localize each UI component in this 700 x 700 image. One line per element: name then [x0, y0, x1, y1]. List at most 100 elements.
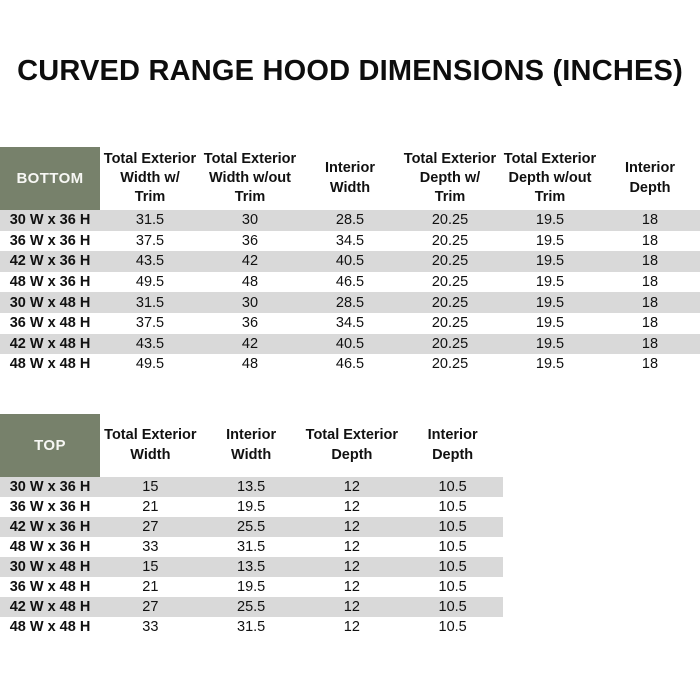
value-cell: 48: [241, 356, 259, 373]
value-cell: 19.5: [535, 356, 565, 373]
value-cell: 19.5: [535, 274, 565, 291]
value-cell: 12: [343, 619, 360, 635]
value-cell: 20.25: [431, 356, 469, 373]
table-row: 30 W x 36 H 31.5 30 28.5 20.25 19.5 18: [0, 210, 700, 231]
value-cell: 10.5: [438, 619, 467, 635]
value-cell: 10.5: [438, 479, 467, 495]
value-cell: 36: [241, 315, 259, 332]
value-cell: 33: [142, 539, 159, 555]
table-row: 36 W x 48 H 37.5 36 34.5 20.25 19.5 18: [0, 312, 700, 334]
value-cell: 20.25: [431, 335, 469, 352]
bottom-corner-cell: BOTTOM: [0, 147, 100, 210]
value-cell: 34.5: [335, 232, 365, 249]
table-row: 30 W x 48 H 15 13.5 12 10.5: [0, 557, 503, 577]
value-cell: 25.5: [237, 519, 266, 535]
value-cell: 10.5: [438, 499, 467, 515]
table-row: 42 W x 36 H 27 25.5 12 10.5: [0, 517, 503, 537]
value-cell: 19.5: [535, 294, 565, 311]
table-row: 36 W x 48 H 21 19.5 12 10.5: [0, 577, 503, 597]
value-cell: 12: [343, 519, 360, 535]
value-cell: 36: [241, 232, 259, 249]
bottom-dimensions-table: BOTTOM Total Exterior Width w/ Trim Tota…: [0, 147, 700, 375]
value-cell: 19.5: [535, 212, 565, 229]
column-header-total-exterior-depth-w-trim: Total Exterior Depth w/ Trim: [400, 147, 500, 210]
column-header-total-exterior-depth-wout-trim: Total Exterior Depth w/out Trim: [500, 147, 600, 210]
value-cell: 30: [241, 212, 259, 229]
row-label-cell: 42 W x 48 H: [9, 335, 91, 352]
value-cell: 31.5: [237, 539, 266, 555]
value-cell: 10.5: [438, 599, 467, 615]
value-cell: 19.5: [535, 335, 565, 352]
row-label-cell: 36 W x 36 H: [9, 499, 91, 515]
table-row: 42 W x 48 H 27 25.5 12 10.5: [0, 597, 503, 617]
row-label-cell: 30 W x 36 H: [9, 479, 91, 495]
column-header-total-exterior-depth: Total Exterior Depth: [301, 414, 403, 477]
value-cell: 20.25: [431, 212, 469, 229]
value-cell: 20.25: [431, 294, 469, 311]
value-cell: 18: [641, 253, 659, 270]
row-label-cell: 30 W x 48 H: [9, 559, 91, 575]
value-cell: 12: [343, 579, 360, 595]
value-cell: 10.5: [438, 559, 467, 575]
value-cell: 19.5: [237, 499, 266, 515]
page-title: CURVED RANGE HOOD DIMENSIONS (INCHES): [17, 55, 683, 87]
value-cell: 20.25: [431, 253, 469, 270]
value-cell: 33: [142, 619, 159, 635]
value-cell: 18: [641, 294, 659, 311]
column-header-interior-width: Interior Width: [200, 414, 302, 477]
value-cell: 18: [641, 335, 659, 352]
row-label-cell: 42 W x 36 H: [9, 253, 91, 270]
table-row: 48 W x 36 H 49.5 48 46.5 20.25 19.5 18: [0, 271, 700, 293]
value-cell: 10.5: [438, 579, 467, 595]
value-cell: 19.5: [535, 253, 565, 270]
column-header-interior-depth: Interior Depth: [600, 147, 700, 210]
row-label-cell: 48 W x 48 H: [9, 356, 91, 373]
value-cell: 12: [343, 479, 360, 495]
value-cell: 34.5: [335, 315, 365, 332]
row-label-cell: 48 W x 36 H: [9, 274, 91, 291]
table-row: 36 W x 36 H 21 19.5 12 10.5: [0, 497, 503, 517]
value-cell: 12: [343, 539, 360, 555]
bottom-table-body: 30 W x 36 H 31.5 30 28.5 20.25 19.5 18 36 W x 3…: [0, 210, 700, 375]
table-row: 30 W x 48 H 31.5 30 28.5 20.25 19.5 18: [0, 292, 700, 313]
value-cell: 18: [641, 212, 659, 229]
value-cell: 28.5: [335, 212, 365, 229]
value-cell: 31.5: [135, 294, 165, 311]
column-header-interior-depth: Interior Depth: [402, 414, 503, 477]
value-cell: 13.5: [237, 479, 266, 495]
column-header-interior-width: Interior Width: [300, 147, 400, 210]
row-label-cell: 30 W x 36 H: [9, 212, 91, 229]
value-cell: 18: [641, 315, 659, 332]
column-header-total-exterior-width-w-trim: Total Exterior Width w/ Trim: [100, 147, 200, 210]
table-row: 36 W x 36 H 37.5 36 34.5 20.25 19.5 18: [0, 230, 700, 252]
value-cell: 28.5: [335, 294, 365, 311]
value-cell: 27: [142, 599, 159, 615]
value-cell: 40.5: [335, 253, 365, 270]
table-row: 48 W x 48 H 49.5 48 46.5 20.25 19.5 18: [0, 354, 700, 375]
value-cell: 31.5: [237, 619, 266, 635]
top-table-body: 30 W x 36 H 15 13.5 12 10.5 36 W x 36 H 21 19.5…: [0, 477, 503, 637]
column-header-total-exterior-width-wout-trim: Total Exterior Width w/out Trim: [200, 147, 300, 210]
table-row: 42 W x 48 H 43.5 42 40.5 20.25 19.5 18: [0, 333, 700, 355]
value-cell: 21: [142, 579, 159, 595]
row-label-cell: 42 W x 48 H: [9, 599, 91, 615]
table-row: 42 W x 36 H 43.5 42 40.5 20.25 19.5 18: [0, 251, 700, 272]
value-cell: 12: [343, 559, 360, 575]
value-cell: 10.5: [438, 539, 467, 555]
top-corner-cell: TOP: [0, 414, 100, 477]
value-cell: 42: [241, 335, 259, 352]
value-cell: 12: [343, 599, 360, 615]
row-label-cell: 48 W x 48 H: [9, 619, 91, 635]
top-header-row: TOP Total Exterior Width Interior Width …: [0, 414, 503, 477]
value-cell: 27: [142, 519, 159, 535]
value-cell: 37.5: [135, 232, 165, 249]
value-cell: 48: [241, 274, 259, 291]
value-cell: 20.25: [431, 274, 469, 291]
value-cell: 49.5: [135, 274, 165, 291]
value-cell: 12: [343, 499, 360, 515]
value-cell: 49.5: [135, 356, 165, 373]
value-cell: 13.5: [237, 559, 266, 575]
column-header-total-exterior-width: Total Exterior Width: [100, 414, 201, 477]
value-cell: 18: [641, 274, 659, 291]
value-cell: 43.5: [135, 253, 165, 270]
